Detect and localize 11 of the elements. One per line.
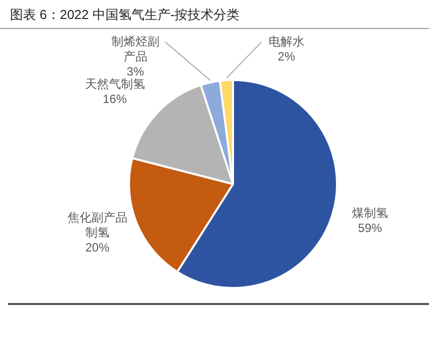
data-label: 20% [85,240,110,255]
slice-label: 制烯烃副产品 [111,34,160,64]
slice-label: 电解水 [268,34,304,48]
slice-label: 天然气制氢 [84,77,145,92]
data-label: 16% [102,92,128,106]
data-label: 3% [126,64,144,78]
data-label: 59% [358,221,382,236]
chart-title: 图表 6：2022 中国氢气生产-按技术分类 [0,0,429,29]
slice-label: 焦化副产品制氢 [67,210,128,240]
data-label: 2% [278,49,296,64]
slice-label: 煤制氢 [352,206,388,220]
